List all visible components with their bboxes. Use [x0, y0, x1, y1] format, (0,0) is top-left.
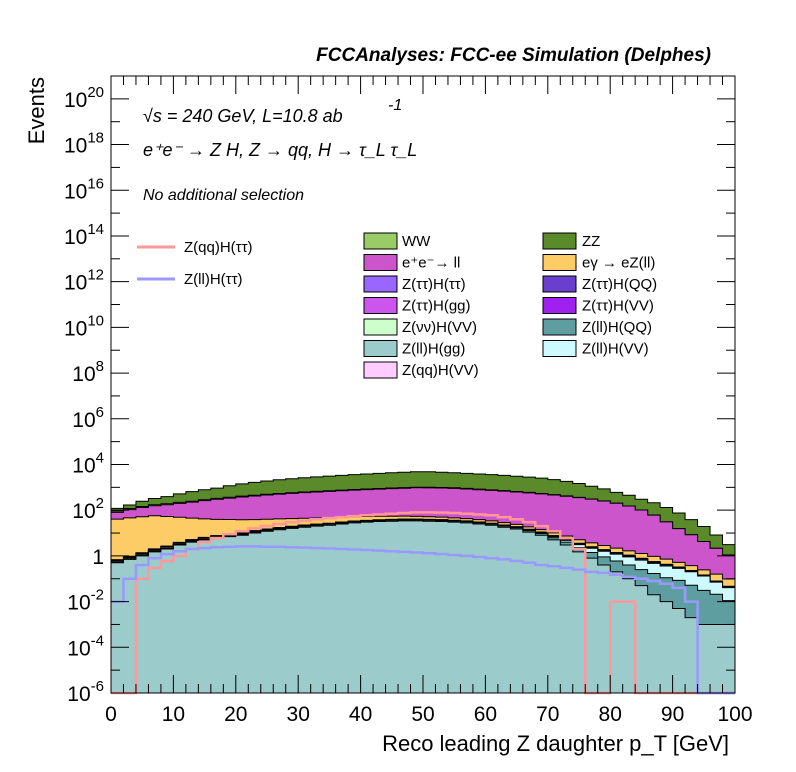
legend-stack-label: Z(ll)H(gg): [402, 341, 465, 358]
legend-overlay-label: Z(qq)H(ττ): [184, 239, 253, 256]
x-tick-label: 90: [661, 703, 684, 726]
y-tick-label: 1010: [64, 312, 104, 340]
y-tick-label: 10-6: [67, 678, 104, 706]
x-tick-label: 0: [105, 703, 117, 726]
legend-stack-label: Z(ll)H(VV): [582, 341, 649, 358]
legend-stack-swatch: [363, 361, 398, 379]
y-tick-label: 1018: [64, 130, 104, 158]
x-tick-label: 30: [287, 703, 310, 726]
y-tick-label: 106: [72, 404, 104, 432]
x-tick-label: 40: [349, 703, 372, 726]
overlay-line-z-qq-h-tautau-: [111, 511, 735, 695]
legend-stack-label: Z(νν)H(VV): [402, 319, 477, 336]
legend-stack-label: Z(qq)H(VV): [402, 362, 479, 379]
y-tick-label: 10-2: [67, 587, 104, 615]
legend-stack-swatch: [363, 297, 398, 314]
x-tick-label: 50: [411, 703, 434, 726]
stack-layer: [110, 471, 736, 694]
y-tick-label: 102: [72, 495, 104, 523]
y-tick-label: 104: [72, 449, 104, 477]
x-tick-label: 100: [717, 703, 752, 726]
legend-stack-swatch: [542, 232, 577, 250]
annotation-lumi-exponent: -1: [388, 97, 402, 114]
legend-stack-label: Z(ll)H(QQ): [582, 319, 652, 336]
y-tick-label: 1020: [64, 84, 104, 112]
legend-stack-swatch: [363, 254, 398, 271]
legend-stack-label: Z(ττ)H(ττ): [402, 276, 466, 293]
x-tick-label: 20: [224, 703, 247, 726]
y-tick-label: 108: [72, 358, 104, 386]
legend-stack-swatch: [542, 297, 577, 314]
x-tick-label: 60: [474, 703, 497, 726]
legend-stack-swatch: [542, 340, 577, 357]
x-tick-label: 70: [536, 703, 559, 726]
y-tick-label: 1012: [64, 267, 104, 295]
annotation-process: e⁺e⁻ → Z H, Z → qq, H → τ_L τ_L: [143, 140, 417, 160]
overlay-layer: [111, 511, 735, 695]
legend-stack-swatch: [363, 318, 398, 336]
legend-stack-swatch: [542, 318, 577, 336]
legend-stack-swatch: [542, 275, 577, 293]
x-tick-label: 10: [162, 703, 185, 726]
legend-stack-label: WW: [402, 233, 431, 250]
chart-title: FCCAnalyses: FCC-ee Simulation (Delphes): [316, 45, 711, 66]
legend-stack-label: ZZ: [582, 233, 600, 250]
legend-overlay-label: Z(ll)H(ττ): [184, 271, 243, 288]
legend-stack-label: e⁺e⁻→ ll: [402, 255, 460, 272]
legend-stack-label: eγ → eZ(ll): [582, 255, 655, 272]
legend-stack-label: Z(ττ)H(gg): [402, 298, 471, 315]
legend-stack-label: Z(ττ)H(VV): [582, 298, 654, 315]
legend-stack-label: Z(ττ)H(QQ): [582, 276, 657, 293]
legend: Z(qq)H(ττ) Z(ll)H(ττ) WW e⁺e⁻→ ll Z(ττ)H(ττ)…: [137, 232, 657, 379]
x-axis-label: Reco leading Z daughter p_T [GeV]: [382, 731, 729, 756]
legend-stack-swatch: [363, 232, 398, 250]
annotation-selection: No additional selection: [143, 187, 304, 204]
y-tick-label: 10-4: [67, 632, 104, 660]
y-axis-label: Events: [24, 77, 49, 144]
overlay-line-z-ll-h-tautau-: [111, 545, 735, 695]
legend-stack-swatch: [542, 254, 577, 271]
legend-stack-swatch: [363, 340, 398, 357]
annotation-energy-lumi: √s = 240 GeV, L=10.8 ab: [143, 106, 343, 126]
y-tick-label: 1014: [64, 221, 104, 249]
x-tick-label: 80: [599, 703, 622, 726]
y-tick-label: 1: [92, 546, 104, 569]
axis-layer: 0 10 20 30 40 50 60 70 80 90 10010-610-410-2110210…: [64, 76, 753, 726]
legend-stack-swatch: [363, 275, 398, 293]
y-tick-label: 1016: [64, 175, 104, 203]
